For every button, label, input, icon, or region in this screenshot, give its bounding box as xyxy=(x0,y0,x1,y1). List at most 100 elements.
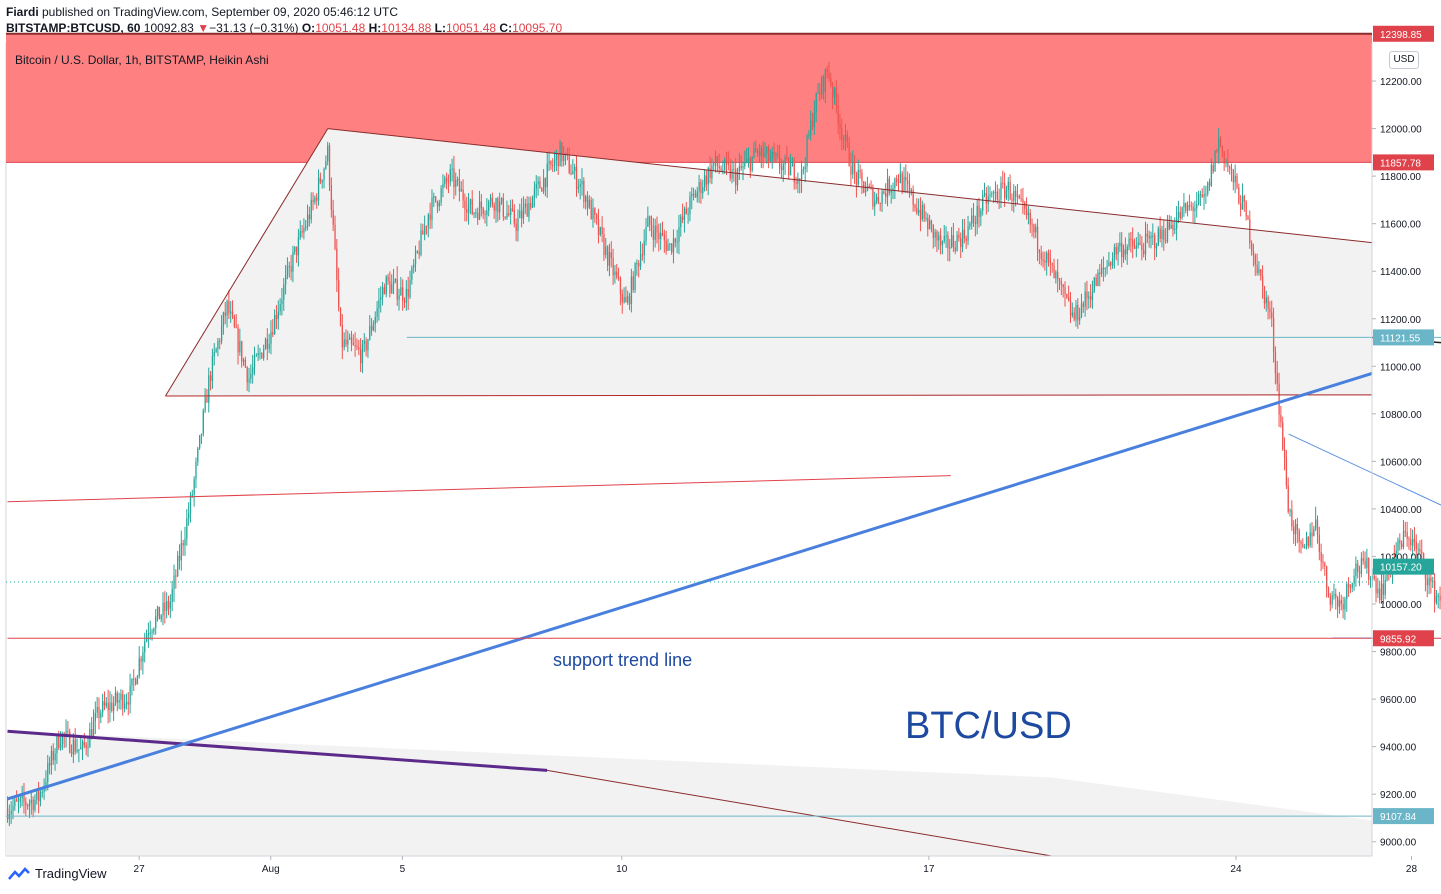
candle-body xyxy=(292,251,294,272)
symbol-ohlc: BITSTAMP:BTCUSD, 60 10092.83 ▼−31.13 (−0… xyxy=(6,20,562,36)
candle-body xyxy=(195,461,197,480)
candle-body xyxy=(1349,586,1352,588)
price-label-box[interactable] xyxy=(1373,808,1434,825)
candle-body xyxy=(804,166,806,170)
candle-body xyxy=(153,628,155,632)
price-axis[interactable]: 9000.00 9200.00 9400.00 9600.00 9800.00 10000… xyxy=(1371,25,1434,856)
candle-body xyxy=(78,749,80,751)
candle-body xyxy=(689,196,691,214)
publisher-name[interactable]: Fiardi xyxy=(6,5,39,19)
candle-body xyxy=(471,199,473,215)
candle-body xyxy=(1298,530,1300,542)
price-label-box[interactable] xyxy=(1373,154,1434,171)
candle-body xyxy=(1141,245,1143,251)
candle-body xyxy=(762,147,764,157)
candle-body xyxy=(1315,519,1317,529)
candle-body xyxy=(921,205,923,220)
candle-body xyxy=(1225,161,1227,164)
candle-body xyxy=(1090,296,1092,300)
lower-channel-line[interactable] xyxy=(547,769,1052,857)
candle-body xyxy=(215,348,217,353)
publish-text: published on TradingView.com, September … xyxy=(38,5,399,19)
candle-body xyxy=(1241,196,1244,210)
candle-body xyxy=(100,712,102,718)
candle-body xyxy=(724,159,726,171)
candle-body xyxy=(846,134,848,143)
candle-body xyxy=(188,513,190,519)
candle-body xyxy=(480,201,483,209)
candle-body xyxy=(39,792,42,802)
candle-body xyxy=(383,287,386,295)
candle-body xyxy=(444,177,446,185)
candle-body xyxy=(515,223,517,231)
candle-body xyxy=(209,375,212,382)
candle-body xyxy=(522,207,525,219)
candle-body xyxy=(1047,252,1050,260)
candle-body xyxy=(641,254,644,256)
candle-body xyxy=(769,158,772,161)
range-support-line[interactable] xyxy=(165,394,1373,397)
candle-body xyxy=(601,227,603,235)
candle-body xyxy=(1018,195,1020,199)
low-label: L: xyxy=(434,21,446,35)
candle-body xyxy=(92,721,95,738)
candle-body xyxy=(424,226,426,235)
candle-body xyxy=(197,448,199,462)
candle-body xyxy=(563,154,565,161)
candle-body xyxy=(672,238,675,253)
descending-triangle-line[interactable] xyxy=(1288,433,1441,638)
price-label-box[interactable] xyxy=(1373,25,1434,42)
candle-body xyxy=(233,316,236,327)
candle-body xyxy=(1402,531,1405,548)
candle-body xyxy=(879,202,881,204)
candle-body xyxy=(669,243,671,245)
candle-body xyxy=(1232,170,1235,183)
candle-body xyxy=(186,518,188,539)
candle-body xyxy=(729,164,731,179)
candle-body xyxy=(257,353,259,356)
candle-body xyxy=(1362,558,1364,561)
price-label-box[interactable] xyxy=(1373,558,1434,575)
candle-body xyxy=(394,279,397,281)
candle-body xyxy=(636,263,638,265)
candle-body xyxy=(1192,206,1194,211)
candle-body xyxy=(773,151,775,155)
tradingview-footer[interactable]: TradingView xyxy=(8,866,107,881)
candle-body xyxy=(1346,584,1348,600)
candle-body xyxy=(1159,228,1161,239)
candle-body xyxy=(1326,566,1328,588)
rising-wedge-line[interactable] xyxy=(165,128,329,397)
candle-body xyxy=(319,177,322,183)
time-axis[interactable]: 27Aug510172428Sep71421 xyxy=(6,855,1441,875)
descending-resistance-line[interactable] xyxy=(327,128,1373,244)
candle-body xyxy=(1240,203,1242,210)
price-label-box[interactable] xyxy=(1373,329,1434,346)
candle-body xyxy=(321,179,323,183)
candle-body xyxy=(1091,291,1094,300)
candle-body xyxy=(230,311,232,314)
candle-body xyxy=(1399,540,1401,544)
drawings-layer[interactable] xyxy=(6,128,1441,857)
candle-body xyxy=(859,170,861,173)
candle-body xyxy=(1143,250,1145,255)
candle-body xyxy=(980,210,982,217)
purple-trendline[interactable] xyxy=(7,729,548,772)
candle-body xyxy=(469,199,472,205)
candle-body xyxy=(824,69,827,92)
candle-body xyxy=(85,744,87,748)
support-trend-line[interactable] xyxy=(7,371,1373,801)
candle-body xyxy=(1071,312,1074,316)
candle-body xyxy=(987,196,989,204)
candle-body xyxy=(268,343,270,349)
candle-body xyxy=(1022,199,1024,203)
currency-badge[interactable]: USD xyxy=(1389,51,1419,69)
candle-body xyxy=(167,601,170,609)
price-label-box[interactable] xyxy=(1373,630,1434,647)
candle-body xyxy=(1020,198,1022,200)
candle-body xyxy=(389,281,391,294)
candle-body xyxy=(1327,587,1330,597)
candle-body xyxy=(1256,264,1258,273)
midline-red[interactable] xyxy=(7,475,951,503)
candle-body xyxy=(299,231,301,238)
